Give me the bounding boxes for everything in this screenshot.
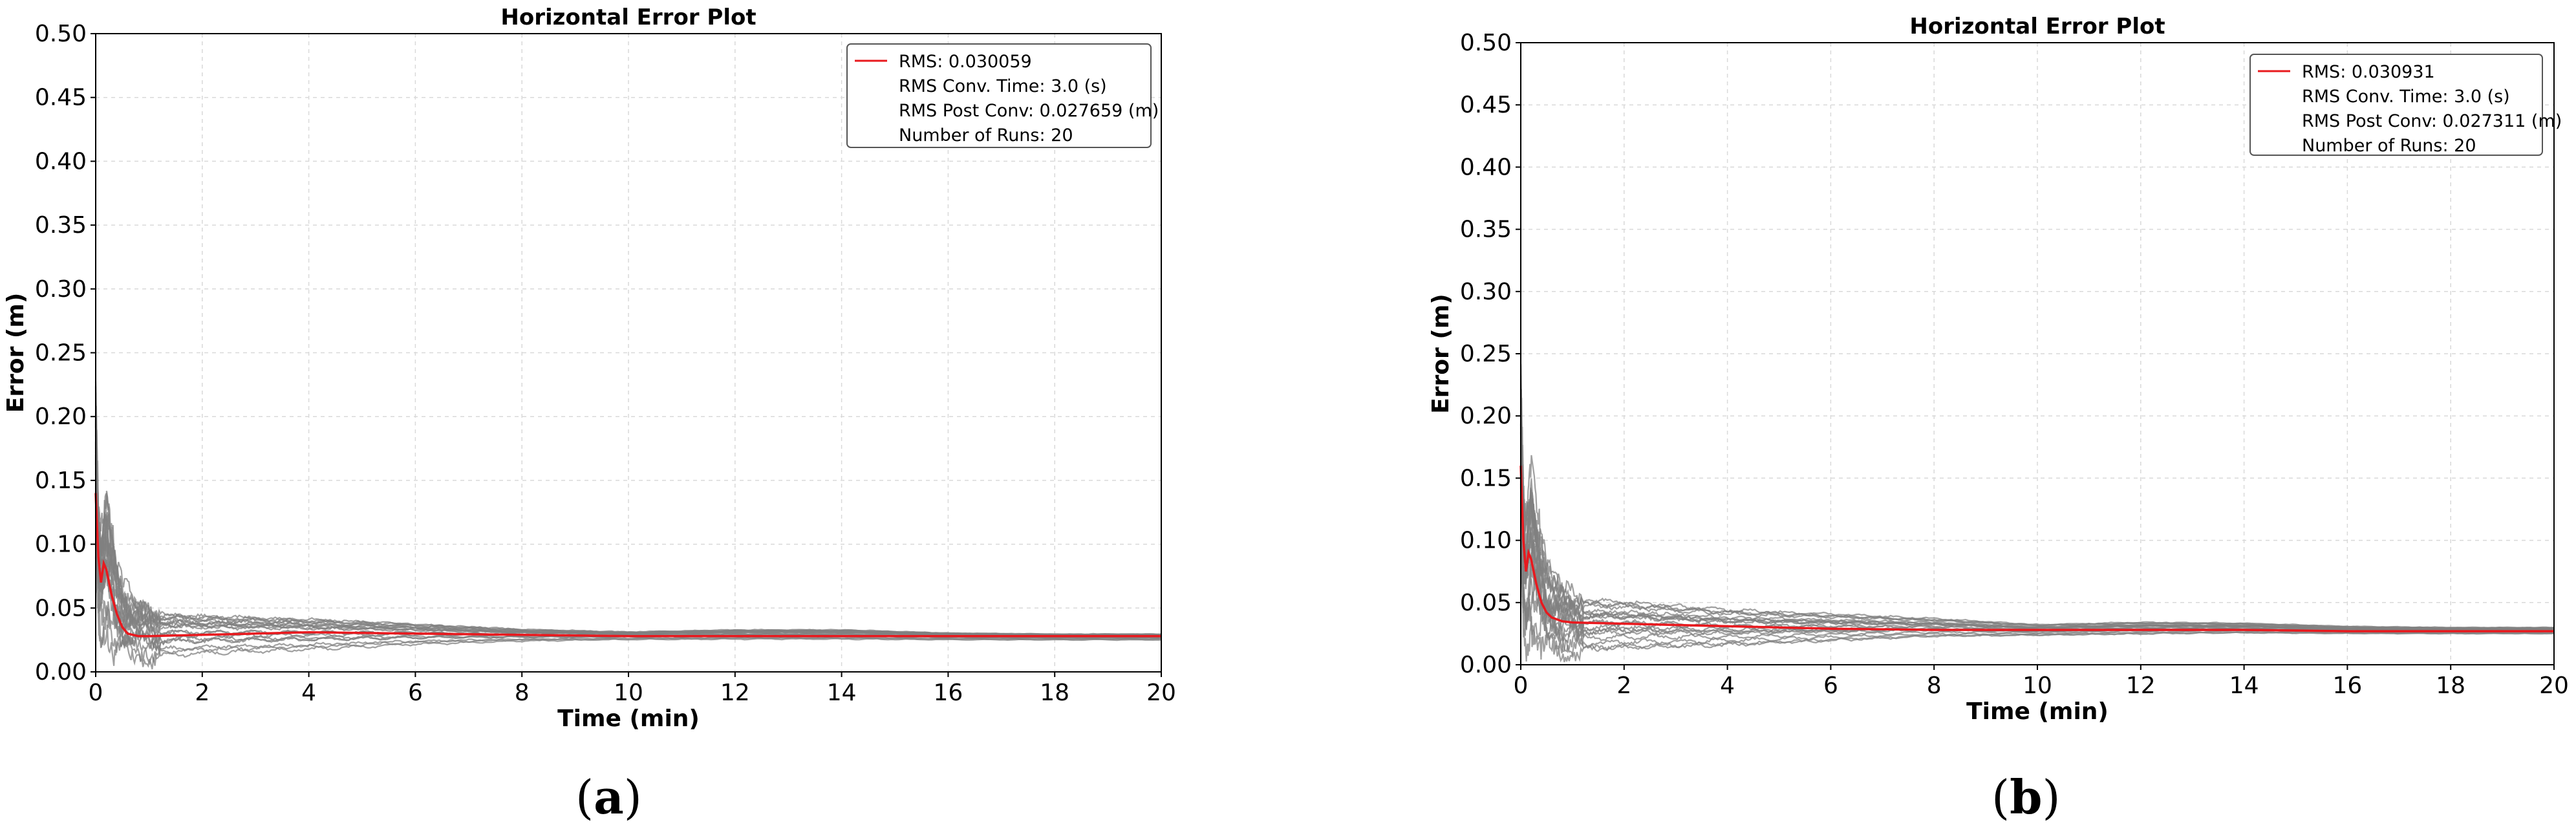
x-tick-label: 4 [301, 680, 316, 706]
y-tick-label: 0.20 [35, 404, 87, 430]
run-line [1519, 535, 2555, 657]
x-tick-label: 0 [89, 680, 103, 706]
x-tick-label: 10 [614, 680, 643, 706]
y-tick-label: 0.45 [1460, 92, 1512, 118]
chart-b: 0 2 4 6 8 10 12 14 16 18 20 0.00 0.05 0.10 0.15 0.20 0.2… [1428, 14, 2569, 725]
x-tick-label: 10 [2023, 673, 2052, 699]
y-tick-label: 0.25 [1460, 341, 1512, 367]
legend-box [2249, 54, 2543, 156]
x-tick-label: 8 [515, 680, 530, 706]
legend-entry: Number of Runs: 20 [899, 125, 1073, 145]
x-tick-label: 18 [1040, 680, 1069, 706]
legend-entry: RMS Post Conv: 0.027311 (m) [2302, 111, 2562, 131]
y-tick-label: 0.35 [1460, 217, 1512, 243]
y-tick-label: 0.05 [35, 595, 87, 621]
x-tick-label: 2 [195, 680, 209, 706]
y-tick-label: 0.25 [35, 340, 87, 367]
run-line [1519, 432, 2555, 637]
rms-line [1519, 466, 2554, 632]
x-tick-label: 12 [720, 680, 750, 706]
y-tick-label: 0.10 [35, 532, 87, 558]
y-tick-label: 0.00 [1460, 652, 1512, 678]
x-tick-label: 4 [1720, 673, 1735, 699]
y-axis-label: Error (m) [3, 293, 29, 413]
legend-box [846, 43, 1152, 148]
chart-title: Horizontal Error Plot [500, 5, 756, 30]
rms-line [94, 493, 1161, 638]
x-tick-label: 16 [933, 680, 963, 706]
chart-a: 0 2 4 6 8 10 12 14 16 18 20 0.00 0.05 0.10 0.15 0.20 0.2… [3, 5, 1176, 732]
y-tick-label: 0.50 [1460, 30, 1512, 56]
legend-entry: RMS Conv. Time: 3.0 (s) [2302, 87, 2510, 107]
run-line [1519, 410, 2555, 630]
y-tick-label: 0.40 [35, 148, 87, 175]
y-tick-label: 0.30 [35, 276, 87, 303]
x-tick-label: 20 [1146, 680, 1176, 706]
y-tick-label: 0.05 [1460, 590, 1512, 616]
x-tick-label: 14 [2229, 673, 2259, 699]
x-axis-label: Time (min) [1966, 698, 2109, 725]
caption-b: (b) [1991, 770, 2061, 824]
caption-b-label: b [2010, 770, 2043, 824]
run-line [94, 500, 1162, 670]
caption-a-label: a [594, 770, 624, 824]
legend-entry: RMS: 0.030931 [2302, 62, 2435, 82]
x-tick-label: 12 [2126, 673, 2156, 699]
y-tick-label: 0.00 [35, 659, 87, 685]
legend-entry: RMS: 0.030059 [899, 52, 1032, 72]
x-tick-label: 2 [1616, 673, 1631, 699]
x-tick-label: 6 [1823, 673, 1838, 699]
y-axis-label: Error (m) [1428, 294, 1454, 414]
x-tick-label: 14 [827, 680, 857, 706]
legend-entry: RMS Conv. Time: 3.0 (s) [899, 76, 1107, 96]
x-tick-label: 8 [1927, 673, 1942, 699]
legend: RMS: 0.030931 RMS Conv. Time: 3.0 (s) RMS … [2249, 54, 2562, 156]
y-tick-label: 0.30 [1460, 279, 1512, 305]
x-tick-label: 18 [2436, 673, 2465, 699]
run-line [1519, 484, 2555, 662]
legend-entry: RMS Post Conv: 0.027659 (m) [899, 101, 1159, 121]
x-axis-label: Time (min) [557, 705, 700, 732]
y-tick-label: 0.20 [1460, 403, 1512, 429]
y-tick-label: 0.15 [35, 468, 87, 494]
y-tick-label: 0.50 [35, 21, 87, 47]
run-line [94, 447, 1162, 637]
legend: RMS: 0.030059 RMS Conv. Time: 3.0 (s) RMS … [846, 43, 1159, 148]
x-tick-label: 6 [408, 680, 423, 706]
y-tick-label: 0.15 [1460, 465, 1512, 491]
x-tick-label: 16 [2332, 673, 2362, 699]
y-tick-label: 0.40 [1460, 154, 1512, 180]
run-line [1519, 363, 2555, 629]
y-tick-label: 0.35 [35, 212, 87, 239]
x-tick-label: 0 [1514, 673, 1529, 699]
y-tick-label: 0.45 [35, 85, 87, 111]
y-tick-label: 0.10 [1460, 528, 1512, 554]
chart-title: Horizontal Error Plot [1909, 14, 2165, 39]
caption-a: (a) [575, 770, 642, 824]
legend-entry: Number of Runs: 20 [2302, 136, 2476, 156]
x-tick-label: 20 [2539, 673, 2569, 699]
